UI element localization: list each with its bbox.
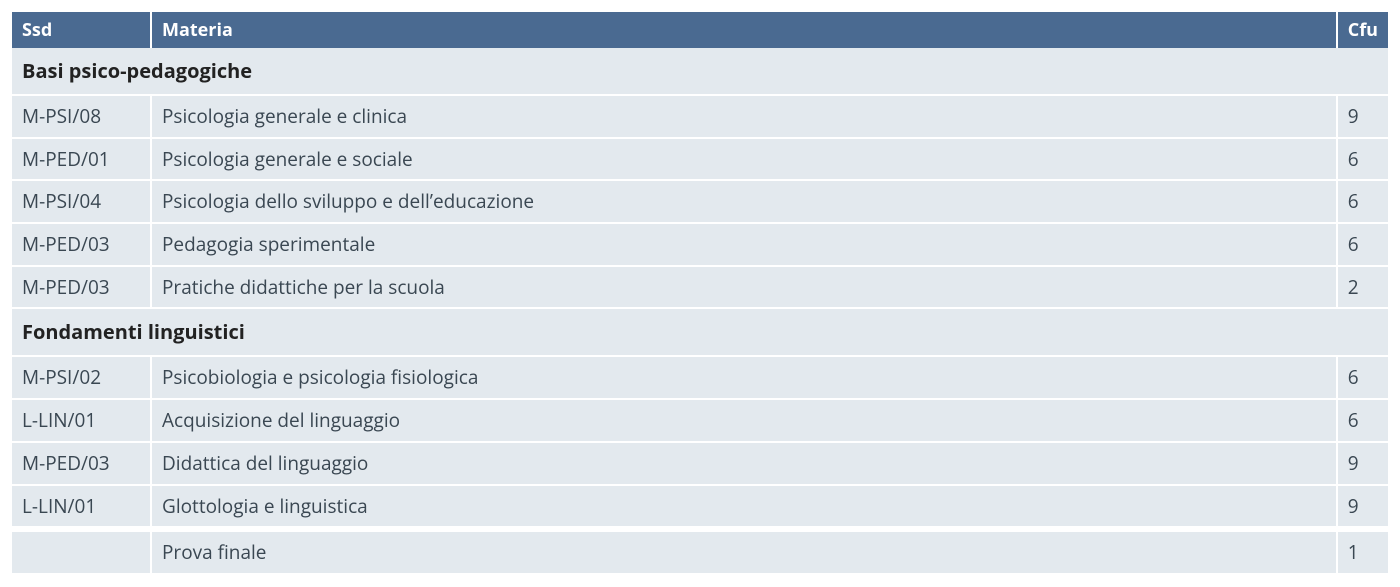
cell-ssd: M-PSI/08: [12, 96, 152, 139]
cell-ssd: L-LIN/01: [12, 400, 152, 443]
cell-cfu: 9: [1338, 96, 1388, 139]
cell-ssd: M-PED/01: [12, 139, 152, 182]
table-row-final: Prova finale 1: [12, 532, 1388, 575]
cell-ssd: M-PSI/02: [12, 357, 152, 400]
cell-materia: Didattica del linguaggio: [152, 443, 1338, 486]
cell-cfu: 1: [1338, 532, 1388, 575]
cell-ssd: M-PED/03: [12, 443, 152, 486]
cell-ssd: L-LIN/01: [12, 486, 152, 529]
cell-materia: Acquisizione del linguaggio: [152, 400, 1338, 443]
section-header: Basi psico-pedagogiche: [12, 48, 1388, 96]
cell-cfu: 2: [1338, 267, 1388, 310]
cell-materia: Psicologia generale e clinica: [152, 96, 1338, 139]
col-header-cfu: Cfu: [1338, 12, 1388, 48]
cell-cfu: 6: [1338, 357, 1388, 400]
table-header-row: Ssd Materia Cfu: [12, 12, 1388, 48]
cell-materia: Psicologia dello sviluppo e dell’educazi…: [152, 181, 1338, 224]
col-header-ssd: Ssd: [12, 12, 152, 48]
cell-cfu: 6: [1338, 139, 1388, 182]
cell-ssd: M-PSI/04: [12, 181, 152, 224]
cell-materia: Prova finale: [152, 532, 1338, 575]
table-row: M-PED/01 Psicologia generale e sociale 6: [12, 139, 1388, 182]
table-row: M-PED/03 Pratiche didattiche per la scuo…: [12, 267, 1388, 310]
table-row: M-PED/03 Pedagogia sperimentale 6: [12, 224, 1388, 267]
cell-ssd: [12, 532, 152, 575]
cell-cfu: 6: [1338, 400, 1388, 443]
cell-ssd: M-PED/03: [12, 267, 152, 310]
col-header-materia: Materia: [152, 12, 1338, 48]
cell-cfu: 9: [1338, 443, 1388, 486]
table-row: M-PSI/04 Psicologia dello sviluppo e del…: [12, 181, 1388, 224]
cell-materia: Psicologia generale e sociale: [152, 139, 1338, 182]
cell-materia: Glottologia e linguistica: [152, 486, 1338, 529]
course-table: Ssd Materia Cfu Basi psico-pedagogiche M…: [12, 12, 1388, 575]
table-row: M-PSI/02 Psicobiologia e psicologia fisi…: [12, 357, 1388, 400]
cell-ssd: M-PED/03: [12, 224, 152, 267]
section-title: Basi psico-pedagogiche: [12, 48, 1388, 96]
cell-cfu: 6: [1338, 224, 1388, 267]
section-header: Fondamenti linguistici: [12, 309, 1388, 357]
table-row: M-PED/03 Didattica del linguaggio 9: [12, 443, 1388, 486]
table-row: M-PSI/08 Psicologia generale e clinica 9: [12, 96, 1388, 139]
cell-materia: Psicobiologia e psicologia fisiologica: [152, 357, 1338, 400]
section-title: Fondamenti linguistici: [12, 309, 1388, 357]
cell-materia: Pratiche didattiche per la scuola: [152, 267, 1338, 310]
cell-cfu: 9: [1338, 486, 1388, 529]
cell-cfu: 6: [1338, 181, 1388, 224]
cell-materia: Pedagogia sperimentale: [152, 224, 1338, 267]
table-row: L-LIN/01 Glottologia e linguistica 9: [12, 486, 1388, 529]
table-row: L-LIN/01 Acquisizione del linguaggio 6: [12, 400, 1388, 443]
